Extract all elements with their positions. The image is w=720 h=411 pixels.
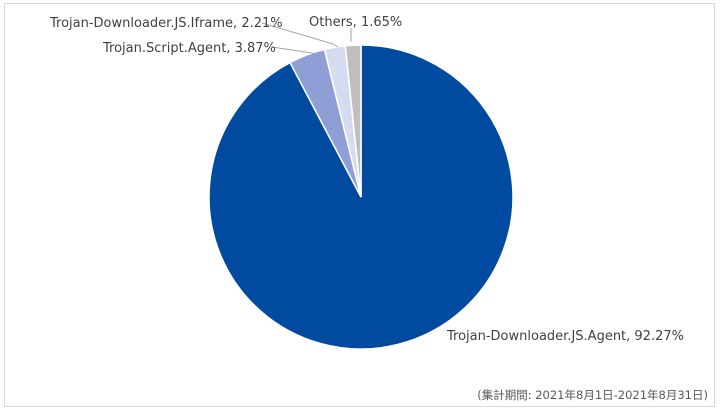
leader-lines xyxy=(261,22,352,55)
pie-slice-others xyxy=(344,44,362,198)
footnote: (集計期間: 2021年8月1日-2021年8月31日) xyxy=(477,388,708,402)
slice-label-iframe: Trojan-Downloader.JS.Iframe, 2.21% xyxy=(49,16,283,31)
leader-line-script xyxy=(271,46,318,55)
pie-slices xyxy=(208,44,514,350)
slice-label-others: Others, 1.65% xyxy=(309,15,402,30)
slice-label-script: Trojan.Script.Agent, 3.87% xyxy=(102,41,276,56)
slice-label-agent: Trojan-Downloader.JS.Agent, 92.27% xyxy=(446,329,684,344)
pie-slice-agent xyxy=(208,44,514,350)
leader-line-iframe xyxy=(261,22,339,48)
